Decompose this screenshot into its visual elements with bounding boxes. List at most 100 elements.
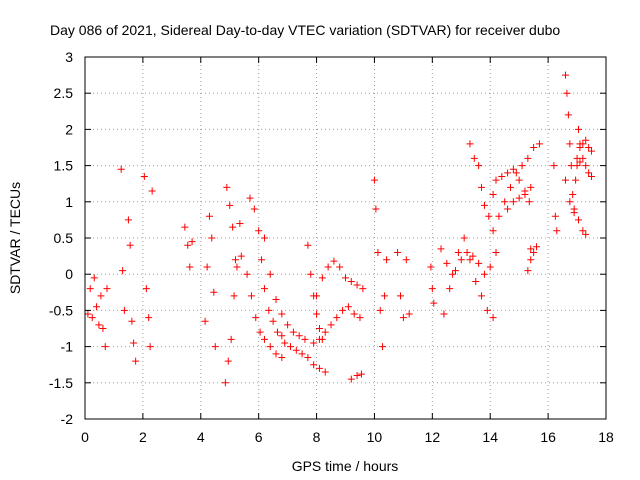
data-point — [229, 223, 237, 231]
data-point — [336, 263, 344, 271]
data-points — [84, 71, 596, 387]
data-point — [573, 162, 581, 170]
data-point — [128, 317, 136, 325]
data-point — [576, 158, 584, 166]
data-point — [103, 285, 111, 293]
data-point — [313, 292, 321, 300]
data-point — [463, 248, 471, 256]
data-point — [525, 198, 533, 206]
data-point — [550, 162, 558, 170]
data-point — [243, 270, 251, 278]
data-point — [95, 321, 103, 329]
data-point — [579, 140, 587, 148]
data-point — [524, 154, 532, 162]
data-point — [402, 256, 410, 264]
data-point — [483, 306, 491, 314]
data-point — [470, 154, 478, 162]
data-point — [454, 248, 462, 256]
x-tick-label: 2 — [139, 429, 147, 445]
data-point — [101, 343, 109, 351]
y-axis-label: SDTVAR / TECUs — [7, 182, 23, 294]
data-point — [489, 191, 497, 199]
data-point — [521, 191, 529, 199]
x-tick-label: 12 — [425, 429, 441, 445]
data-point — [372, 205, 380, 213]
data-point — [350, 310, 358, 318]
data-point — [278, 353, 286, 361]
data-point — [472, 277, 480, 285]
data-point — [451, 267, 459, 275]
y-tick-label: 1 — [65, 194, 73, 210]
data-point — [269, 317, 277, 325]
data-point — [298, 350, 306, 358]
y-tick-label: 3 — [65, 49, 73, 65]
data-point — [518, 162, 526, 170]
data-point — [266, 270, 274, 278]
data-point — [93, 303, 101, 311]
data-point — [515, 176, 523, 184]
data-point — [535, 140, 543, 148]
data-point — [272, 350, 280, 358]
data-point — [374, 248, 382, 256]
data-point — [515, 194, 523, 202]
data-point — [250, 205, 258, 213]
data-point — [236, 220, 244, 228]
data-point — [399, 314, 407, 322]
data-point — [566, 198, 574, 206]
data-point — [381, 292, 389, 300]
data-point — [184, 241, 192, 249]
data-point — [304, 353, 312, 361]
data-point — [466, 140, 474, 148]
data-point — [576, 144, 584, 151]
data-point — [203, 263, 211, 271]
data-point — [427, 263, 435, 271]
data-point — [475, 162, 483, 170]
data-point — [313, 310, 321, 318]
data-point — [585, 169, 593, 177]
data-point — [252, 314, 260, 322]
data-point — [120, 306, 128, 314]
data-point — [201, 317, 209, 325]
chart-title: Day 086 of 2021, Sidereal Day-to-day VTE… — [50, 22, 560, 38]
data-point — [117, 165, 125, 173]
data-point — [327, 321, 335, 329]
data-point — [379, 343, 387, 351]
data-point — [575, 216, 583, 224]
data-point — [480, 201, 488, 209]
data-point — [86, 285, 94, 293]
data-point — [260, 335, 268, 343]
x-axis-label: GPS time / hours — [292, 458, 399, 474]
data-point — [310, 361, 318, 369]
data-point — [246, 194, 254, 202]
data-point — [321, 368, 329, 376]
data-point — [148, 187, 156, 195]
x-tick-label: 4 — [197, 429, 205, 445]
data-point — [396, 292, 404, 300]
data-point — [475, 259, 483, 267]
data-point — [485, 212, 493, 220]
data-point — [359, 285, 367, 293]
data-point — [564, 111, 572, 119]
data-point — [449, 270, 457, 278]
data-point — [509, 198, 517, 206]
data-point — [356, 314, 364, 322]
data-point — [347, 277, 355, 285]
data-point — [582, 230, 590, 238]
data-point — [551, 212, 559, 220]
data-point — [572, 176, 580, 184]
data-point — [281, 339, 289, 347]
y-tick-label: -2 — [61, 411, 74, 427]
data-point — [570, 209, 578, 217]
data-point — [478, 183, 486, 191]
data-point — [132, 357, 140, 365]
data-point — [284, 321, 292, 329]
data-point — [210, 288, 218, 296]
data-point — [324, 263, 332, 271]
data-point — [370, 176, 378, 184]
data-point — [339, 306, 347, 314]
data-point — [90, 274, 98, 282]
data-point — [124, 216, 132, 224]
data-point — [512, 169, 520, 177]
data-point — [188, 238, 196, 246]
